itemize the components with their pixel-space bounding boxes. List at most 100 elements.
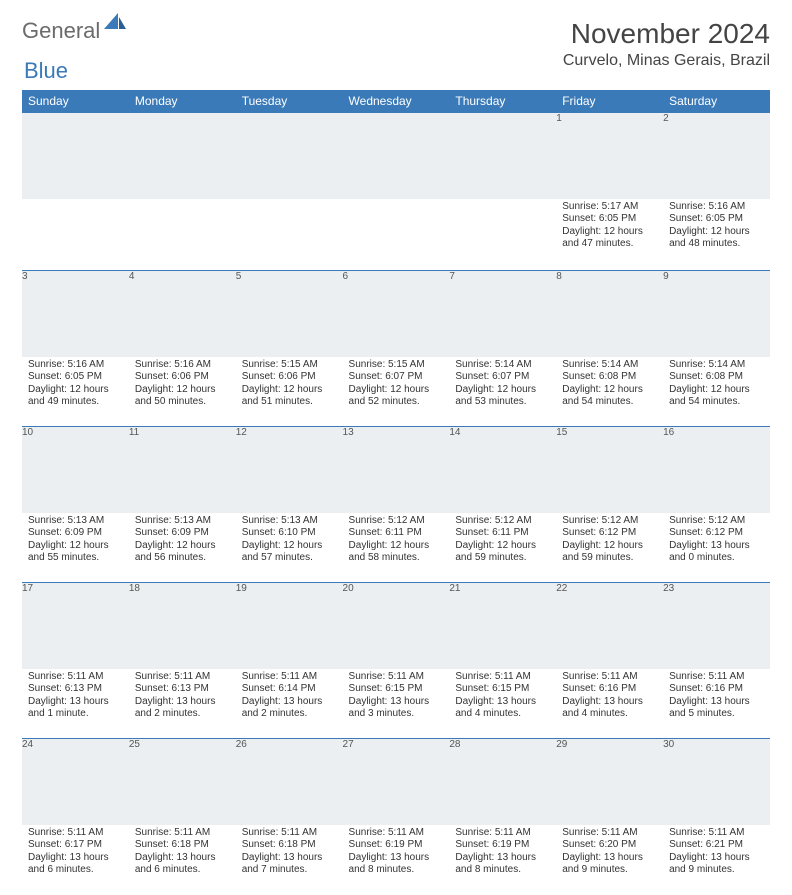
day-header: Thursday bbox=[449, 90, 556, 113]
sunset-text: Sunset: 6:18 PM bbox=[242, 839, 337, 852]
sunrise-text: Sunrise: 5:11 AM bbox=[242, 827, 337, 840]
day-cell: Sunrise: 5:11 AMSunset: 6:13 PMDaylight:… bbox=[129, 669, 236, 739]
day2-text: and 4 minutes. bbox=[562, 708, 657, 721]
day2-text: and 53 minutes. bbox=[455, 396, 550, 409]
sunrise-text: Sunrise: 5:15 AM bbox=[349, 359, 444, 372]
day1-text: Daylight: 13 hours bbox=[242, 696, 337, 709]
day2-text: and 54 minutes. bbox=[669, 396, 764, 409]
day1-text: Daylight: 13 hours bbox=[455, 696, 550, 709]
sunrise-text: Sunrise: 5:13 AM bbox=[135, 515, 230, 528]
day-cell: Sunrise: 5:13 AMSunset: 6:09 PMDaylight:… bbox=[22, 513, 129, 583]
day2-text: and 55 minutes. bbox=[28, 552, 123, 565]
sunset-text: Sunset: 6:16 PM bbox=[562, 683, 657, 696]
day-number-cell: 11 bbox=[129, 427, 236, 513]
day-number-cell: 14 bbox=[449, 427, 556, 513]
day-cell: Sunrise: 5:14 AMSunset: 6:08 PMDaylight:… bbox=[663, 357, 770, 427]
day2-text: and 3 minutes. bbox=[349, 708, 444, 721]
day-cell: Sunrise: 5:16 AMSunset: 6:05 PMDaylight:… bbox=[22, 357, 129, 427]
day2-text: and 48 minutes. bbox=[669, 238, 764, 251]
day2-text: and 47 minutes. bbox=[562, 238, 657, 251]
day1-text: Daylight: 12 hours bbox=[242, 540, 337, 553]
day1-text: Daylight: 12 hours bbox=[135, 540, 230, 553]
sunset-text: Sunset: 6:16 PM bbox=[669, 683, 764, 696]
day-cell: Sunrise: 5:11 AMSunset: 6:15 PMDaylight:… bbox=[449, 669, 556, 739]
sunset-text: Sunset: 6:15 PM bbox=[455, 683, 550, 696]
day1-text: Daylight: 13 hours bbox=[135, 696, 230, 709]
day-number-cell bbox=[236, 113, 343, 199]
day-cell: Sunrise: 5:11 AMSunset: 6:15 PMDaylight:… bbox=[343, 669, 450, 739]
day-header: Monday bbox=[129, 90, 236, 113]
day-header: Sunday bbox=[22, 90, 129, 113]
day-number-cell: 5 bbox=[236, 271, 343, 357]
day-number-cell: 20 bbox=[343, 583, 450, 669]
day2-text: and 56 minutes. bbox=[135, 552, 230, 565]
day1-text: Daylight: 12 hours bbox=[562, 384, 657, 397]
sunset-text: Sunset: 6:19 PM bbox=[349, 839, 444, 852]
day-header: Friday bbox=[556, 90, 663, 113]
day-number-cell: 26 bbox=[236, 739, 343, 825]
day1-text: Daylight: 13 hours bbox=[669, 852, 764, 865]
day-number-cell: 19 bbox=[236, 583, 343, 669]
day-number-cell bbox=[343, 113, 450, 199]
day1-text: Daylight: 13 hours bbox=[135, 852, 230, 865]
week-row: Sunrise: 5:11 AMSunset: 6:13 PMDaylight:… bbox=[22, 669, 770, 739]
day-number-cell: 29 bbox=[556, 739, 663, 825]
day-cell bbox=[22, 199, 129, 271]
sunrise-text: Sunrise: 5:13 AM bbox=[242, 515, 337, 528]
sunrise-text: Sunrise: 5:11 AM bbox=[135, 827, 230, 840]
sunset-text: Sunset: 6:21 PM bbox=[669, 839, 764, 852]
day1-text: Daylight: 13 hours bbox=[455, 852, 550, 865]
day1-text: Daylight: 12 hours bbox=[455, 384, 550, 397]
sunrise-text: Sunrise: 5:12 AM bbox=[349, 515, 444, 528]
day-cell: Sunrise: 5:11 AMSunset: 6:16 PMDaylight:… bbox=[663, 669, 770, 739]
sunrise-text: Sunrise: 5:11 AM bbox=[28, 671, 123, 684]
sunrise-text: Sunrise: 5:13 AM bbox=[28, 515, 123, 528]
day1-text: Daylight: 12 hours bbox=[28, 540, 123, 553]
sunrise-text: Sunrise: 5:12 AM bbox=[455, 515, 550, 528]
day2-text: and 6 minutes. bbox=[28, 864, 123, 877]
sunset-text: Sunset: 6:09 PM bbox=[135, 527, 230, 540]
day-number-cell: 3 bbox=[22, 271, 129, 357]
sunrise-text: Sunrise: 5:15 AM bbox=[242, 359, 337, 372]
day-number-cell bbox=[22, 113, 129, 199]
sunrise-text: Sunrise: 5:12 AM bbox=[562, 515, 657, 528]
day-cell: Sunrise: 5:11 AMSunset: 6:21 PMDaylight:… bbox=[663, 825, 770, 895]
day-number-cell bbox=[129, 113, 236, 199]
sunrise-text: Sunrise: 5:12 AM bbox=[669, 515, 764, 528]
day2-text: and 49 minutes. bbox=[28, 396, 123, 409]
sunrise-text: Sunrise: 5:11 AM bbox=[242, 671, 337, 684]
day1-text: Daylight: 13 hours bbox=[28, 852, 123, 865]
day-cell: Sunrise: 5:11 AMSunset: 6:20 PMDaylight:… bbox=[556, 825, 663, 895]
sunset-text: Sunset: 6:10 PM bbox=[242, 527, 337, 540]
day-cell bbox=[236, 199, 343, 271]
day1-text: Daylight: 13 hours bbox=[669, 540, 764, 553]
day-cell: Sunrise: 5:11 AMSunset: 6:14 PMDaylight:… bbox=[236, 669, 343, 739]
day-number-cell: 27 bbox=[343, 739, 450, 825]
day-number-cell: 1 bbox=[556, 113, 663, 199]
day-cell: Sunrise: 5:14 AMSunset: 6:08 PMDaylight:… bbox=[556, 357, 663, 427]
sunset-text: Sunset: 6:12 PM bbox=[669, 527, 764, 540]
day2-text: and 52 minutes. bbox=[349, 396, 444, 409]
day2-text: and 1 minute. bbox=[28, 708, 123, 721]
day-cell: Sunrise: 5:11 AMSunset: 6:19 PMDaylight:… bbox=[449, 825, 556, 895]
day-cell bbox=[343, 199, 450, 271]
sunset-text: Sunset: 6:12 PM bbox=[562, 527, 657, 540]
week-row: Sunrise: 5:16 AMSunset: 6:05 PMDaylight:… bbox=[22, 357, 770, 427]
day-cell: Sunrise: 5:13 AMSunset: 6:09 PMDaylight:… bbox=[129, 513, 236, 583]
week-row: Sunrise: 5:11 AMSunset: 6:17 PMDaylight:… bbox=[22, 825, 770, 895]
day-header-row: Sunday Monday Tuesday Wednesday Thursday… bbox=[22, 90, 770, 113]
sunset-text: Sunset: 6:07 PM bbox=[349, 371, 444, 384]
day2-text: and 59 minutes. bbox=[562, 552, 657, 565]
day-number-cell: 13 bbox=[343, 427, 450, 513]
day-cell: Sunrise: 5:15 AMSunset: 6:06 PMDaylight:… bbox=[236, 357, 343, 427]
day2-text: and 7 minutes. bbox=[242, 864, 337, 877]
day1-text: Daylight: 12 hours bbox=[562, 540, 657, 553]
day1-text: Daylight: 12 hours bbox=[242, 384, 337, 397]
week-row: Sunrise: 5:17 AMSunset: 6:05 PMDaylight:… bbox=[22, 199, 770, 271]
day-cell bbox=[449, 199, 556, 271]
day2-text: and 2 minutes. bbox=[135, 708, 230, 721]
day2-text: and 5 minutes. bbox=[669, 708, 764, 721]
sail-icon bbox=[104, 13, 126, 36]
day2-text: and 2 minutes. bbox=[242, 708, 337, 721]
day-cell: Sunrise: 5:16 AMSunset: 6:06 PMDaylight:… bbox=[129, 357, 236, 427]
